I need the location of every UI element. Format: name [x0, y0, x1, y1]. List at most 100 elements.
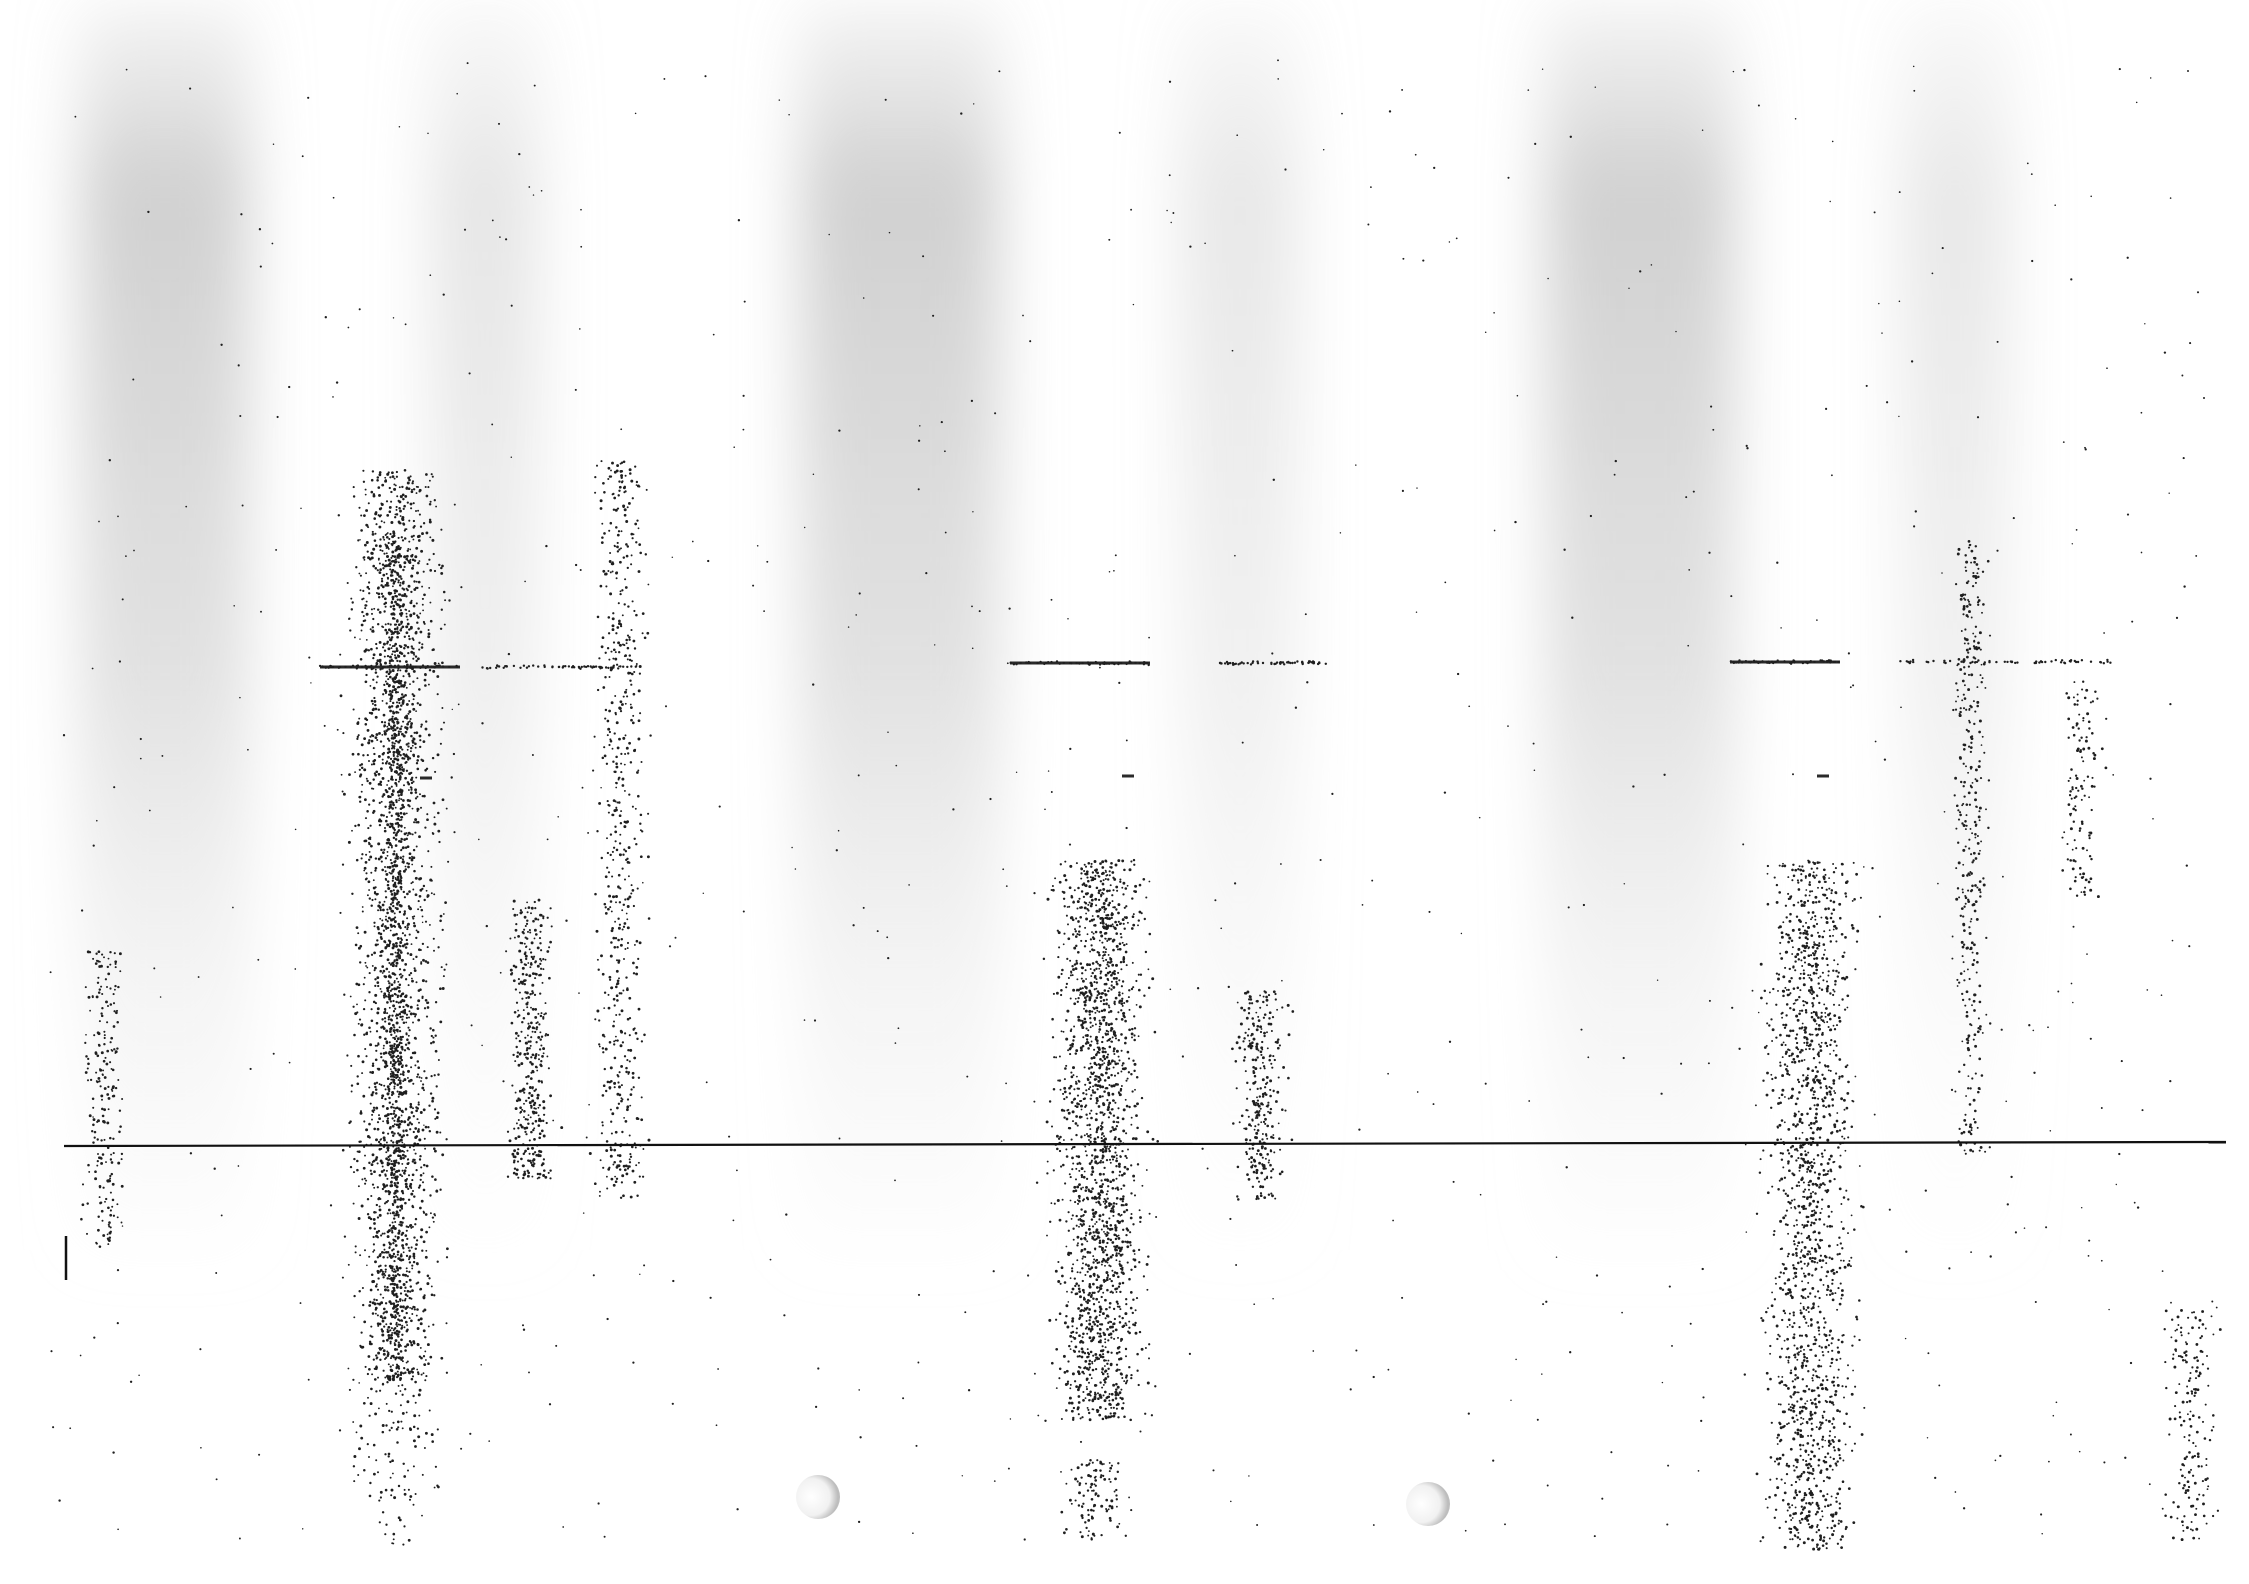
noise-dot [1096, 1332, 1099, 1335]
noise-dot [423, 1007, 427, 1010]
noise-dot [107, 1223, 110, 1226]
noise-dot [360, 1331, 363, 1334]
noise-dot [375, 681, 378, 684]
noise-dot [399, 1108, 402, 1111]
noise-dot [402, 1462, 405, 1466]
noise-dot [421, 794, 424, 798]
noise-dot [377, 1324, 380, 1327]
noise-dot [622, 556, 626, 559]
noise-dot [396, 898, 399, 901]
noise-dot [627, 1071, 631, 1074]
noise-dot [433, 1147, 436, 1150]
noise-dot [618, 1085, 621, 1089]
noise-dot [397, 740, 401, 744]
noise-dot [388, 1030, 392, 1033]
scatter-dots [49, 59, 2222, 1551]
noise-dot [387, 1132, 390, 1135]
noise-dot [1113, 1337, 1116, 1340]
noise-dot [622, 903, 626, 907]
noise-dot [1099, 1149, 1103, 1152]
noise-dot [357, 734, 360, 737]
noise-dot [518, 1052, 522, 1056]
noise-dot [611, 461, 614, 465]
noise-dot [412, 680, 415, 683]
noise-dot [405, 625, 409, 629]
noise-dot [396, 812, 400, 815]
noise-dot [637, 1161, 640, 1164]
noise-dot [513, 1010, 517, 1014]
noise-dot [363, 514, 366, 517]
noise-dot [587, 831, 590, 834]
noise-dot [392, 924, 396, 928]
noise-dot [616, 1154, 620, 1157]
noise-dot [363, 866, 367, 870]
noise-dot [396, 1373, 400, 1377]
noise-dot [379, 987, 382, 990]
noise-dot [1083, 1020, 1087, 1024]
noise-dot [396, 1420, 400, 1424]
noise-dot [397, 1161, 400, 1165]
noise-dot [408, 1317, 411, 1320]
noise-dot [376, 608, 380, 611]
noise-dot [417, 1270, 421, 1274]
noise-dot [606, 719, 610, 723]
noise-dot [374, 966, 377, 970]
noise-dot [623, 1168, 627, 1172]
noise-dot [398, 839, 401, 843]
noise-dot [406, 1237, 409, 1240]
noise-dot [394, 688, 397, 691]
noise-dot [536, 1021, 539, 1024]
noise-dot [592, 769, 595, 772]
noise-dot [608, 560, 612, 563]
noise-dot [392, 1274, 395, 1277]
noise-dot [389, 1340, 392, 1343]
noise-dot [403, 910, 406, 913]
noise-dot [522, 1152, 526, 1156]
noise-dot [390, 983, 394, 987]
noise-dot [382, 793, 386, 797]
noise-dot [396, 1106, 399, 1110]
noise-dot [414, 1223, 417, 1226]
noise-dot [516, 1151, 519, 1154]
noise-dot [525, 1049, 529, 1052]
noise-dot [379, 780, 383, 784]
noise-dot [427, 1325, 430, 1328]
noise-dot [100, 985, 103, 988]
noise-dot [343, 1235, 347, 1238]
noise-dot [387, 1378, 391, 1381]
noise-dot [1128, 1365, 1131, 1369]
noise-dot [386, 1001, 389, 1004]
noise-dot [388, 693, 391, 696]
noise-dot [120, 1184, 124, 1188]
noise-dot [380, 1083, 383, 1087]
noise-dot [403, 896, 406, 899]
noise-dot [437, 829, 441, 833]
noise-dot [397, 1213, 400, 1217]
noise-dot [386, 1286, 389, 1289]
noise-dot [401, 1238, 404, 1242]
noise-dot [365, 853, 368, 856]
noise-dot [356, 1075, 359, 1078]
noise-dot [1078, 1334, 1081, 1338]
noise-dot [352, 708, 355, 711]
noise-dot [1060, 1266, 1064, 1270]
noise-dot [1077, 1284, 1080, 1287]
noise-dot [395, 649, 399, 653]
noise-dot [387, 727, 391, 731]
noise-dot [624, 578, 627, 581]
noise-dot [391, 824, 394, 827]
noise-dot [393, 860, 396, 864]
noise-dot [398, 1081, 402, 1085]
noise-dot [1104, 951, 1107, 954]
noise-dot [436, 1260, 439, 1263]
noise-dot [1128, 1241, 1132, 1244]
noise-dot [1079, 1417, 1082, 1420]
noise-dot [414, 797, 418, 800]
noise-dot [374, 707, 378, 711]
noise-dot [372, 1250, 375, 1253]
noise-dot [384, 1302, 388, 1305]
noise-dot [433, 949, 435, 952]
noise-dot [387, 1455, 390, 1458]
noise-dot [416, 1327, 420, 1330]
noise-dot [412, 612, 416, 615]
